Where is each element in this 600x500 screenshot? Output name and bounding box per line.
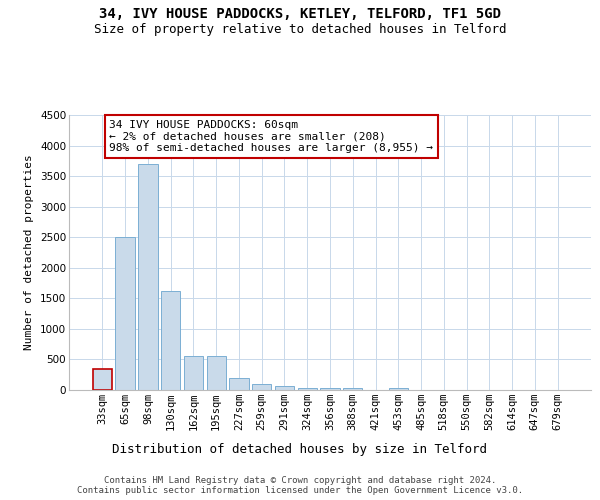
Bar [320, 388, 340, 390]
Bar [229, 378, 248, 390]
Text: Contains HM Land Registry data © Crown copyright and database right 2024.
Contai: Contains HM Land Registry data © Crown c… [77, 476, 523, 495]
Bar [206, 356, 226, 390]
Bar [389, 388, 408, 390]
Bar [275, 386, 294, 390]
Y-axis label: Number of detached properties: Number of detached properties [25, 154, 34, 350]
Bar [161, 290, 181, 390]
Bar [184, 356, 203, 390]
Text: 34 IVY HOUSE PADDOCKS: 60sqm
← 2% of detached houses are smaller (208)
98% of se: 34 IVY HOUSE PADDOCKS: 60sqm ← 2% of det… [109, 120, 433, 153]
Text: 34, IVY HOUSE PADDOCKS, KETLEY, TELFORD, TF1 5GD: 34, IVY HOUSE PADDOCKS, KETLEY, TELFORD,… [99, 8, 501, 22]
Bar [93, 368, 112, 390]
Bar [138, 164, 158, 390]
Bar [252, 384, 271, 390]
Bar [298, 388, 317, 390]
Text: Size of property relative to detached houses in Telford: Size of property relative to detached ho… [94, 22, 506, 36]
Text: Distribution of detached houses by size in Telford: Distribution of detached houses by size … [113, 442, 487, 456]
Bar [115, 237, 135, 390]
Bar [343, 388, 362, 390]
